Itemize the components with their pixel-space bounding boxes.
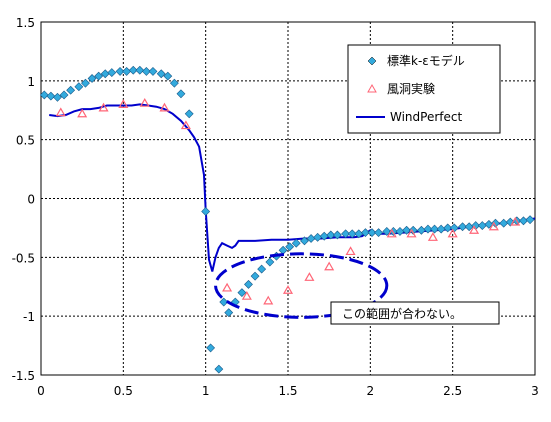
k-epsilon-point <box>115 66 125 76</box>
k-epsilon-point <box>374 228 383 238</box>
y-tick-label: 1 <box>27 75 35 89</box>
k-epsilon-point <box>176 89 186 99</box>
series-k-epsilon <box>39 65 535 374</box>
k-epsilon-point <box>244 279 253 289</box>
k-epsilon-point <box>156 69 166 79</box>
wind-tunnel-point <box>98 102 109 112</box>
x-tick-label: 2 <box>367 384 375 398</box>
x-tick-label: 0 <box>37 384 45 398</box>
wind-tunnel-point <box>77 108 88 118</box>
k-epsilon-point <box>135 65 145 75</box>
annotation-text: この範囲が合わない。 <box>342 306 462 321</box>
k-epsilon-point <box>285 242 295 252</box>
k-epsilon-point <box>382 227 392 236</box>
wind-tunnel-point <box>510 216 521 226</box>
wind-tunnel-point <box>386 228 397 238</box>
wind-tunnel-point <box>118 99 129 108</box>
x-tick-label: 1.5 <box>278 384 297 398</box>
k-epsilon-point <box>163 71 173 81</box>
annotation-ellipse <box>214 252 389 319</box>
wind-tunnel-point <box>324 261 335 271</box>
wind-tunnel-point <box>304 272 315 281</box>
k-epsilon-point <box>347 229 357 239</box>
k-epsilon-point <box>74 82 84 92</box>
wind-tunnel-point <box>345 246 356 256</box>
k-epsilon-point <box>128 65 138 75</box>
wind-tunnel-point <box>159 102 170 112</box>
k-epsilon-point <box>265 257 275 267</box>
k-epsilon-point <box>87 74 97 83</box>
k-epsilon-point <box>257 264 267 274</box>
k-epsilon-point <box>206 343 216 353</box>
legend-label-windperfect: WindPerfect <box>390 110 462 124</box>
k-epsilon-point <box>141 66 151 76</box>
k-epsilon-point <box>491 218 500 228</box>
annotation: この範囲が合わない。 <box>214 252 500 325</box>
wind-tunnel-point <box>263 295 274 305</box>
x-tick-label: 3 <box>531 384 539 398</box>
k-epsilon-point <box>201 207 211 216</box>
wind-tunnel-point <box>55 107 66 117</box>
wind-tunnel-point <box>282 285 294 294</box>
k-epsilon-point <box>219 297 229 307</box>
k-epsilon-point <box>148 66 158 76</box>
x-tick-label: 0.5 <box>114 384 133 398</box>
x-tick-label: 2.5 <box>443 384 462 398</box>
x-tick-label: 1 <box>202 384 210 398</box>
k-epsilon-point <box>59 90 69 100</box>
k-epsilon-point <box>250 271 260 281</box>
k-epsilon-point <box>81 78 90 88</box>
k-epsilon-point <box>169 78 179 88</box>
k-epsilon-point <box>332 230 342 240</box>
k-epsilon-point <box>443 223 453 233</box>
y-tick-label: -0.5 <box>12 251 35 265</box>
wind-tunnel-point <box>406 228 417 238</box>
k-epsilon-point <box>39 90 49 100</box>
k-epsilon-point <box>341 229 351 239</box>
plot-frame <box>40 21 536 376</box>
axes: 0 0.5 1 1.5 2 2.5 3 1.5 1 0.5 0 -0.5 -1 -1.5 <box>12 16 539 398</box>
k-epsilon-point <box>430 224 439 234</box>
wind-tunnel-point <box>469 225 480 234</box>
k-epsilon-point <box>360 228 370 238</box>
k-epsilon-point <box>66 85 76 95</box>
k-epsilon-point <box>224 308 234 318</box>
wind-tunnel-point <box>180 120 191 130</box>
wind-tunnel-point <box>447 228 458 238</box>
wind-tunnel-point <box>139 97 150 107</box>
k-epsilon-point <box>237 288 247 298</box>
legend-diamond-marker <box>367 56 377 66</box>
k-epsilon-point <box>458 222 467 232</box>
y-tick-label: -1 <box>23 310 35 324</box>
k-epsilon-point <box>408 225 418 235</box>
legend-triangle-marker <box>367 83 377 93</box>
y-tick-label: 0 <box>27 193 35 207</box>
k-epsilon-point <box>326 230 336 240</box>
y-tick-label: -1.5 <box>12 369 35 383</box>
wind-tunnel-point <box>241 290 252 300</box>
y-tick-label: 0.5 <box>16 134 35 148</box>
series-wind-tunnel <box>55 97 521 305</box>
k-epsilon-point <box>214 364 224 374</box>
k-epsilon-point <box>367 228 377 238</box>
k-epsilon-point <box>291 238 301 248</box>
k-epsilon-point <box>94 71 104 81</box>
k-epsilon-point <box>525 215 535 225</box>
k-epsilon-point <box>107 68 117 78</box>
legend-label-k-epsilon: 標準k-εモデル <box>387 53 465 68</box>
y-tick-label: 1.5 <box>16 16 35 30</box>
k-epsilon-point <box>423 224 433 234</box>
k-epsilon-point <box>53 92 62 102</box>
wind-tunnel-point <box>427 232 438 241</box>
wind-tunnel-point <box>488 221 499 231</box>
legend: 標準k-εモデル 風洞実験 WindPerfect <box>347 44 501 134</box>
legend-label-wind-tunnel: 風洞実験 <box>387 81 435 96</box>
k-epsilon-point <box>402 225 411 235</box>
wind-tunnel-point <box>222 282 233 292</box>
k-epsilon-point <box>184 109 194 119</box>
k-epsilon-point <box>46 91 56 101</box>
annotation-box <box>330 301 500 325</box>
k-epsilon-point <box>300 236 309 246</box>
